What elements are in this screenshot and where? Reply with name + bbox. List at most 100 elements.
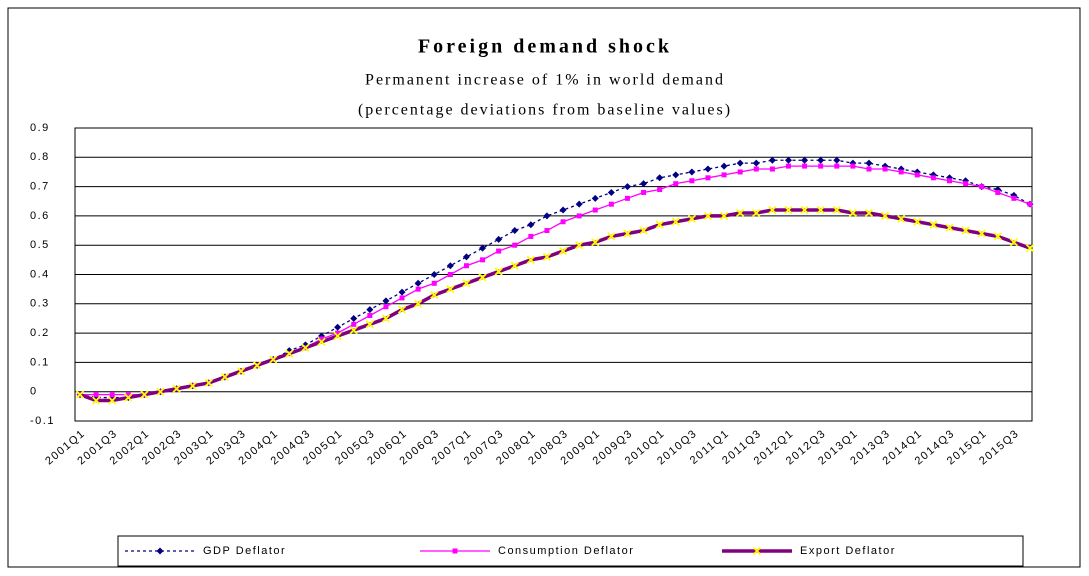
marker (818, 163, 824, 169)
marker (526, 255, 535, 264)
marker (414, 279, 422, 287)
marker (204, 378, 213, 388)
marker (721, 172, 727, 178)
marker (398, 288, 406, 296)
marker (91, 396, 101, 405)
chart-title: Foreign demand shock (418, 36, 672, 58)
marker (720, 162, 728, 170)
legend-marker (156, 547, 164, 555)
marker (993, 232, 1002, 241)
marker (124, 393, 133, 402)
marker (768, 156, 776, 164)
marker (383, 304, 389, 310)
marker (156, 547, 164, 555)
legend (117, 535, 1024, 567)
marker (784, 205, 793, 215)
legend-marker (752, 546, 762, 556)
legend-label: Export Deflator (800, 545, 896, 557)
marker (317, 337, 326, 347)
marker (623, 229, 632, 238)
y-tick-label: 0.5 (30, 239, 50, 251)
marker (769, 166, 775, 172)
marker (737, 169, 743, 175)
marker (930, 175, 936, 181)
marker (334, 323, 342, 331)
marker (704, 165, 712, 173)
marker (446, 262, 454, 270)
marker (1025, 243, 1035, 253)
marker (542, 252, 552, 262)
marker (269, 355, 278, 364)
y-tick-label: 0.6 (30, 210, 50, 222)
marker (109, 392, 115, 398)
marker (544, 228, 550, 234)
marker (963, 181, 969, 187)
marker (172, 384, 181, 393)
marker (462, 253, 470, 261)
marker (995, 189, 1001, 195)
marker (897, 214, 906, 223)
marker (75, 390, 85, 399)
marker (671, 217, 680, 226)
marker (624, 195, 630, 201)
marker (591, 238, 600, 247)
marker (672, 171, 680, 179)
marker (688, 168, 696, 176)
marker (752, 159, 760, 167)
marker (399, 295, 405, 301)
y-tick-label: 0.1 (30, 356, 50, 368)
marker (510, 261, 519, 270)
marker (898, 169, 904, 175)
marker (480, 257, 486, 263)
marker (705, 175, 711, 181)
marker (641, 189, 647, 195)
marker (413, 299, 423, 308)
marker (528, 233, 534, 239)
marker (351, 321, 357, 327)
marker (382, 297, 390, 305)
marker (753, 166, 759, 172)
marker (381, 314, 391, 323)
marker (447, 272, 453, 277)
marker (719, 211, 729, 221)
marker (478, 273, 487, 282)
marker (850, 163, 856, 169)
marker (236, 367, 246, 376)
marker (752, 546, 762, 556)
y-tick-label: 0.8 (30, 151, 50, 163)
marker (543, 212, 551, 220)
marker (673, 181, 679, 187)
marker (1027, 201, 1033, 207)
marker (108, 396, 117, 405)
marker (93, 392, 99, 398)
marker (559, 206, 567, 214)
marker (527, 221, 535, 229)
marker (929, 220, 938, 229)
marker (817, 156, 825, 164)
marker (252, 361, 262, 370)
marker (1011, 195, 1017, 201)
marker (656, 174, 664, 182)
marker (768, 205, 777, 215)
marker (784, 156, 792, 164)
marker (463, 263, 469, 269)
marker (832, 205, 841, 215)
chart-subtitle: Permanent increase of 1% in world demand (365, 72, 725, 89)
marker (125, 392, 131, 398)
marker (816, 205, 825, 215)
marker (945, 223, 954, 232)
marker (397, 305, 407, 314)
marker (752, 208, 761, 218)
marker (736, 159, 744, 167)
marker (623, 183, 631, 191)
y-tick-label: 0.2 (30, 327, 50, 339)
marker (591, 194, 599, 202)
marker (655, 220, 664, 229)
marker (560, 219, 566, 225)
marker (800, 205, 809, 215)
marker (415, 286, 421, 292)
marker (703, 211, 713, 221)
marker (914, 172, 920, 178)
y-tick-label: 0.4 (30, 268, 50, 280)
marker (639, 226, 648, 235)
